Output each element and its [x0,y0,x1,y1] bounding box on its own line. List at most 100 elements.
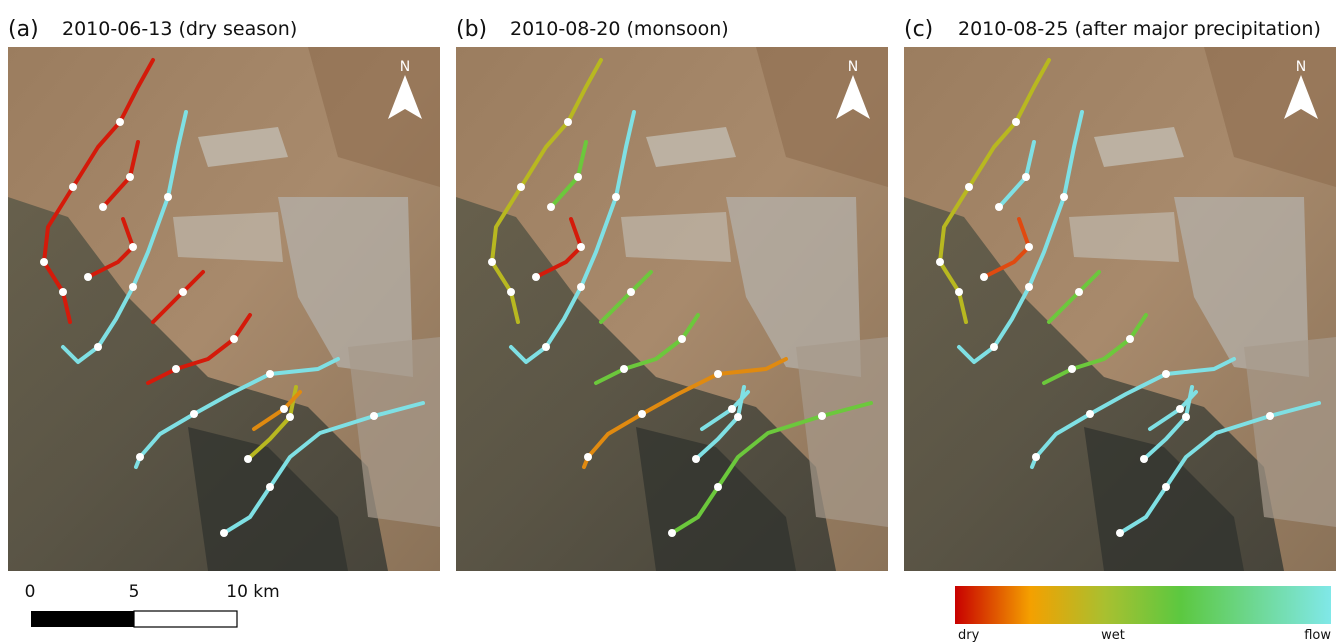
sensor-site [1086,410,1094,418]
sensor-site [1162,370,1170,378]
sensor-site [728,405,736,413]
scale-label: 0 [25,582,36,602]
sensor-site [564,118,572,126]
sensor-site [1068,365,1076,373]
sensor-site [990,343,998,351]
north-arrow [836,75,870,119]
sensor-site [965,183,973,191]
panels: (a) 2010-06-13 (dry season) N (b) 2010-08-20… [8,17,1336,571]
sensor-site [1075,288,1083,296]
sensor-site [714,483,722,491]
panel-label: (c) [904,17,933,42]
sensor-site [577,243,585,251]
sensor-site [517,183,525,191]
panel-label: (a) [8,17,39,42]
satellite-image [456,47,888,571]
panel-title: 2010-08-25 (after major precipitation) [958,18,1321,40]
sensor-site [488,258,496,266]
sensor-site [190,410,198,418]
north-arrow [388,75,422,119]
sensor-site [164,193,172,201]
north-label: N [848,59,858,75]
sensor-site [818,412,826,420]
sensor-site [612,193,620,201]
sensor-site [1060,193,1068,201]
map-panel: N [904,47,1336,571]
sensor-site [136,453,144,461]
colorbar: dry wet flow [955,586,1331,642]
sensor-site [574,173,582,181]
colorbar-label: wet [1101,628,1125,642]
sensor-site [734,413,742,421]
panel-title: 2010-06-13 (dry season) [62,18,297,40]
sensor-site [84,273,92,281]
sensor-site [172,365,180,373]
sensor-site [1266,412,1274,420]
sensor-site [980,273,988,281]
sensor-site [1140,455,1148,463]
sensor-site [692,455,700,463]
sensor-site [244,455,252,463]
north-label: N [1296,59,1306,75]
sensor-site [627,288,635,296]
sensor-site [1022,173,1030,181]
sensor-site [547,203,555,211]
sensor-site [1025,283,1033,291]
sensor-site [936,258,944,266]
sensor-site [99,203,107,211]
sensor-site [1176,405,1184,413]
colorbar-label: flow [1304,628,1331,642]
panel-label: (b) [456,17,487,42]
sensor-site [995,203,1003,211]
sensor-site [220,529,228,537]
sensor-site [129,283,137,291]
scale-bar: 0 5 10 km [25,582,280,628]
stream [982,217,1031,279]
sensor-site [230,335,238,343]
sensor-site [1116,529,1124,537]
sensor-site [668,529,676,537]
sensor-site [1126,335,1134,343]
scale-segment [31,611,134,627]
sensor-site [638,410,646,418]
sensor-site [1025,243,1033,251]
north-label: N [400,59,410,75]
sensor-site [507,288,515,296]
sensor-site [59,288,67,296]
map-panel: N [456,47,888,571]
sensor-site [94,343,102,351]
scale-label: 10 km [226,582,279,602]
sensor-site [126,173,134,181]
sensor-site [179,288,187,296]
stream [594,313,700,385]
sensor-site [1032,453,1040,461]
sensor-site [542,343,550,351]
scale-label: 5 [129,582,140,602]
stream [146,313,252,385]
stream [582,357,788,469]
panel-title: 2010-08-20 (monsoon) [510,18,729,40]
sensor-site [532,273,540,281]
colorbar-label: dry [958,628,980,642]
sensor-site [69,183,77,191]
sensor-site [714,370,722,378]
north-arrow [1284,75,1318,119]
stream [134,357,340,469]
sensor-site [584,453,592,461]
sensor-site [678,335,686,343]
sensor-site [577,283,585,291]
scale-segment [133,610,238,628]
satellite-image [904,47,1336,571]
sensor-site [40,258,48,266]
colorbar-gradient [955,586,1331,624]
satellite-image [8,47,440,571]
sensor-site [116,118,124,126]
sensor-site [1162,483,1170,491]
sensor-site [129,243,137,251]
stream [1042,313,1148,385]
sensor-site [266,370,274,378]
sensor-site [1182,413,1190,421]
sensor-site [266,483,274,491]
sensor-site [370,412,378,420]
